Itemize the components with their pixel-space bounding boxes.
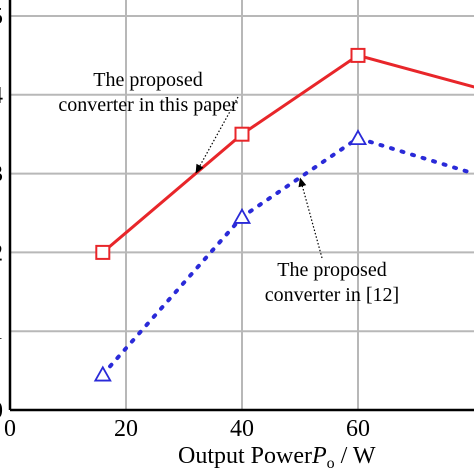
axes <box>8 0 474 412</box>
series-0-line <box>101 53 474 254</box>
series-0-point-2 <box>350 47 366 63</box>
x-axis-label: Output PowerPo / W <box>178 443 376 472</box>
annotation-0-line-0: The proposed <box>93 69 202 91</box>
x-tick-label-0: 0 <box>4 416 16 442</box>
annotation-0-line-1: converter in this paper <box>58 94 238 116</box>
series-1-point-0 <box>93 365 112 382</box>
y-tick-label-4: 4 <box>0 83 3 109</box>
annotation-0-arrowhead <box>195 163 204 174</box>
x-tick-label-1: 20 <box>114 416 138 442</box>
series-1-point-1 <box>232 207 252 224</box>
annotation-0: The proposed converter in this paper <box>58 69 239 174</box>
y-tick-label-3: 3 <box>0 162 3 188</box>
grid-lines <box>10 0 474 410</box>
annotation-1: The proposed converter in [12] <box>265 177 399 306</box>
series-0-point-0 <box>95 244 111 260</box>
y-tick-label-2: 2 <box>0 240 3 266</box>
annotation-1-arrowhead <box>298 177 307 188</box>
annotation-1-arrow-line <box>299 177 323 259</box>
series-layer <box>93 47 474 382</box>
annotation-1-line-1: converter in [12] <box>265 284 399 306</box>
annotation-1-line-0: The proposed <box>277 259 386 281</box>
series-1-point-2 <box>348 129 368 146</box>
tick-labels: 0 1 2 3 4 5 0 20 40 60 <box>0 4 370 442</box>
y-tick-label-5: 5 <box>0 4 3 30</box>
x-tick-label-2: 40 <box>230 416 254 442</box>
x-axis-label-group: Output PowerPo / W <box>178 443 376 472</box>
annotation-0-arrow-line <box>195 96 239 174</box>
series-0-point-1 <box>234 126 250 142</box>
y-tick-label-0: 0 <box>0 398 3 424</box>
y-tick-label-1: 1 <box>0 319 3 345</box>
x-tick-label-3: 60 <box>346 416 370 442</box>
